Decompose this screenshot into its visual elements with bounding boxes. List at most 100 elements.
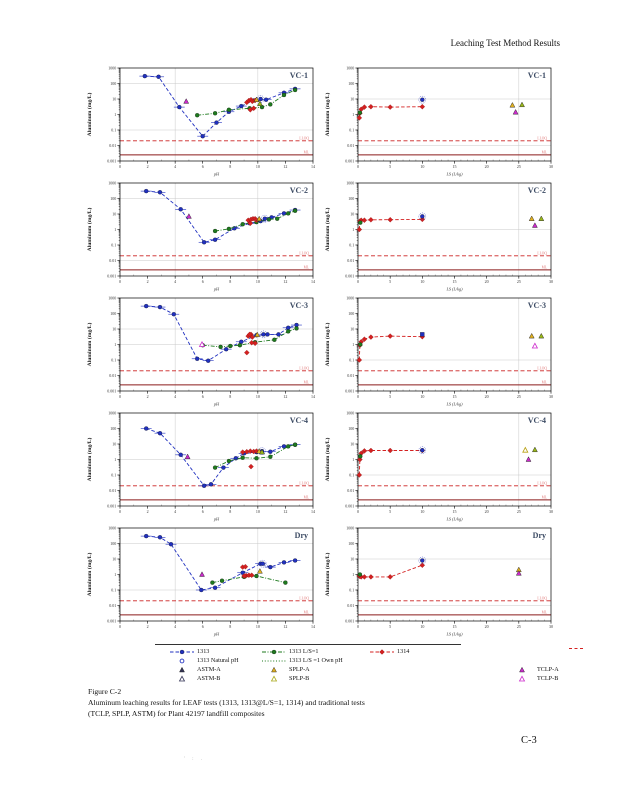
- svg-text:20: 20: [485, 279, 489, 284]
- svg-text:pH: pH: [213, 172, 220, 177]
- figure-number: Figure C-2: [88, 687, 122, 696]
- legend-swatch-icon: [262, 660, 286, 661]
- svg-text:20: 20: [485, 624, 489, 629]
- svg-text:12: 12: [283, 509, 287, 514]
- svg-text:1: 1: [352, 457, 354, 462]
- svg-text:100: 100: [110, 311, 116, 316]
- legend-entry-astm-b: ASTM-B: [169, 674, 220, 683]
- charts-grid: LLOQ ML 0.001 0.01 0.1 1 10 100 1000 0 2 4 6 8 10 12 14 V…: [84, 63, 560, 638]
- svg-text:ML: ML: [304, 610, 309, 614]
- svg-text:Aluminum (mg/L): Aluminum (mg/L): [86, 93, 93, 137]
- svg-text:25: 25: [517, 279, 521, 284]
- legend-label: TCLP-B: [537, 675, 559, 682]
- svg-text:15: 15: [453, 509, 457, 514]
- svg-text:100: 100: [348, 311, 354, 316]
- legend-label: SPLP-A: [289, 666, 310, 673]
- legend-swatch-icon: [271, 666, 277, 672]
- svg-text:ML: ML: [542, 265, 547, 269]
- svg-text:0: 0: [357, 394, 359, 399]
- legend-swatch-icon: [270, 674, 278, 681]
- svg-text:LLOQ: LLOQ: [299, 366, 309, 370]
- svg-text:100: 100: [348, 196, 354, 201]
- svg-text:LLOQ: LLOQ: [299, 251, 309, 255]
- svg-text:1000: 1000: [108, 410, 116, 415]
- svg-text:25: 25: [517, 624, 521, 629]
- svg-text:ML: ML: [542, 495, 547, 499]
- svg-text:10: 10: [256, 164, 260, 169]
- svg-text:1000: 1000: [108, 295, 116, 300]
- legend-entry-1314: 1314: [369, 647, 409, 656]
- svg-text:LLOQ: LLOQ: [299, 596, 309, 600]
- svg-text:0: 0: [357, 279, 359, 284]
- svg-text:LLOQ: LLOQ: [537, 136, 547, 140]
- legend-swatch-icon: [370, 648, 394, 655]
- svg-text:0.01: 0.01: [109, 258, 116, 263]
- svg-text:10: 10: [350, 441, 354, 446]
- legend-swatch-icon: [519, 666, 525, 672]
- svg-text:8: 8: [229, 624, 231, 629]
- svg-text:1000: 1000: [346, 295, 354, 300]
- svg-text:Aluminum (mg/L): Aluminum (mg/L): [86, 323, 93, 367]
- svg-text:30: 30: [549, 164, 553, 169]
- svg-text:14: 14: [311, 624, 315, 629]
- svg-text:Aluminum (mg/L): Aluminum (mg/L): [86, 208, 93, 252]
- page-header-title: Leaching Test Method Results: [450, 38, 560, 48]
- svg-text:4: 4: [174, 394, 176, 399]
- svg-text:15: 15: [453, 624, 457, 629]
- svg-text:0.01: 0.01: [347, 143, 354, 148]
- svg-text:4: 4: [174, 279, 176, 284]
- svg-text:0.01: 0.01: [347, 258, 354, 263]
- svg-text:8: 8: [229, 279, 231, 284]
- legend-label: 1314: [397, 648, 410, 655]
- svg-text:0: 0: [119, 509, 121, 514]
- legend-label: TCLP-A: [537, 666, 559, 673]
- svg-text:0.001: 0.001: [107, 273, 116, 278]
- svg-text:20: 20: [485, 509, 489, 514]
- svg-text:0.1: 0.1: [111, 357, 116, 362]
- svg-text:VC-3: VC-3: [528, 301, 546, 310]
- svg-text:0.001: 0.001: [345, 388, 354, 393]
- legend-entry-1313-l-s-1-own-ph: 1313 L/S =1 Own pH: [261, 656, 343, 665]
- legend-entry-1313-l-s-1: 1313 L/S=1: [261, 647, 318, 656]
- legend-divider: [155, 644, 461, 645]
- svg-text:10: 10: [350, 556, 354, 561]
- svg-text:pH: pH: [213, 287, 220, 292]
- svg-text:ML: ML: [542, 380, 547, 384]
- svg-text:10: 10: [350, 211, 354, 216]
- svg-text:14: 14: [311, 394, 315, 399]
- svg-text:LS (L/kg): LS (L/kg): [445, 402, 463, 407]
- svg-text:0.001: 0.001: [107, 388, 116, 393]
- svg-text:15: 15: [453, 164, 457, 169]
- legend-label: 1313 L/S =1 Own pH: [289, 657, 343, 664]
- svg-text:0.01: 0.01: [109, 143, 116, 148]
- svg-text:6: 6: [202, 164, 204, 169]
- svg-text:VC-1: VC-1: [290, 71, 308, 80]
- svg-text:ML: ML: [542, 610, 547, 614]
- svg-text:10: 10: [420, 509, 424, 514]
- svg-text:ML: ML: [304, 380, 309, 384]
- svg-text:2: 2: [147, 279, 149, 284]
- svg-text:Aluminum (mg/L): Aluminum (mg/L): [324, 208, 331, 252]
- svg-text:0.1: 0.1: [111, 127, 116, 132]
- svg-text:10: 10: [112, 96, 116, 101]
- svg-text:10: 10: [420, 394, 424, 399]
- svg-text:0: 0: [357, 164, 359, 169]
- svg-text:2: 2: [147, 624, 149, 629]
- legend-1314-line-fragment: [569, 648, 583, 649]
- svg-text:10: 10: [420, 164, 424, 169]
- svg-text:30: 30: [549, 624, 553, 629]
- svg-text:1000: 1000: [346, 180, 354, 185]
- svg-text:1000: 1000: [108, 525, 116, 530]
- svg-text:Aluminum (mg/L): Aluminum (mg/L): [324, 93, 331, 137]
- svg-text:ML: ML: [304, 265, 309, 269]
- svg-text:2: 2: [147, 509, 149, 514]
- page-number: C-3: [521, 735, 537, 746]
- svg-text:30: 30: [549, 509, 553, 514]
- chart-vc-3-ph: LLOQ ML 0.001 0.01 0.1 1 10 100 1000 0 2 4 6 8 10 12 14 V…: [84, 293, 322, 408]
- legend-entry-splp-b: SPLP-B: [261, 674, 309, 683]
- legend-entry-1313-natural-ph: 1313 Natural pH: [169, 656, 239, 665]
- svg-text:0.001: 0.001: [345, 503, 354, 508]
- legend-swatch-icon: [179, 658, 185, 663]
- svg-text:10: 10: [420, 624, 424, 629]
- svg-text:4: 4: [174, 624, 176, 629]
